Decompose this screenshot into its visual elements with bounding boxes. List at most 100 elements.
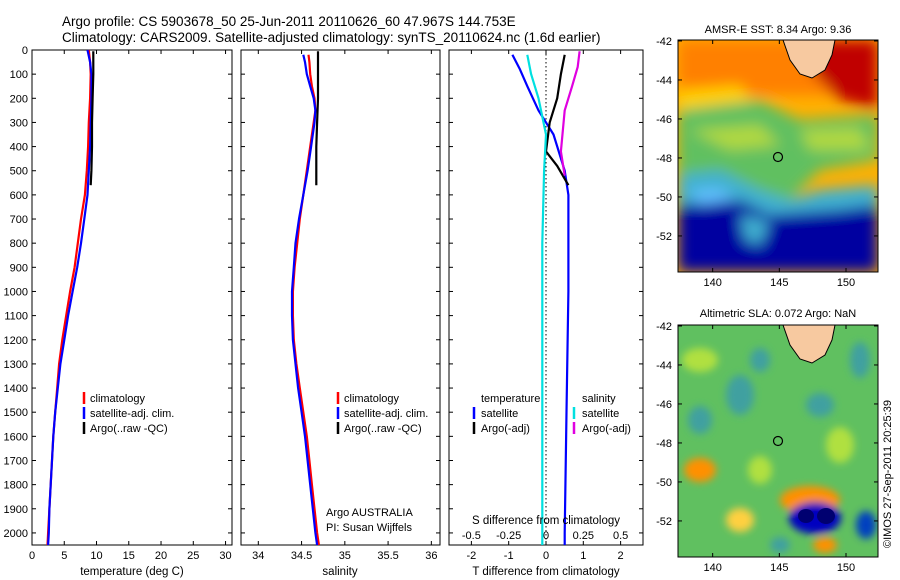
ytick-label: 2000 — [4, 528, 28, 540]
map-xtick-label: 145 — [770, 562, 788, 574]
xtick-label: 5 — [61, 550, 67, 562]
legend-label-s-satellite: satellite — [582, 408, 619, 420]
xtick-label-salinity: -0.5 — [462, 530, 481, 542]
ytick-label: 200 — [10, 93, 28, 105]
map-ytick-label: -48 — [656, 438, 672, 450]
series-line-argo-raw-qc — [315, 51, 320, 186]
map-ytick-label: -52 — [656, 231, 672, 243]
ytick-label: 1700 — [4, 455, 28, 467]
map-ytick-label: -48 — [656, 153, 672, 165]
xtick-label: 1 — [580, 550, 586, 562]
map-xtick-label: 145 — [770, 277, 788, 289]
ytick-label: 1000 — [4, 286, 28, 298]
map-xtick-label: 150 — [837, 562, 855, 574]
map-ytick-label: -46 — [656, 114, 672, 126]
legend-label-argo: Argo(..raw -QC) — [90, 423, 168, 435]
xtick-label: -1 — [504, 550, 514, 562]
xtick-label: 34.5 — [291, 550, 312, 562]
map-ytick-label: -52 — [656, 516, 672, 528]
xtick-label: 10 — [90, 550, 102, 562]
ytick-label: 600 — [10, 190, 28, 202]
legend-label-t-satellite: satellite — [481, 408, 518, 420]
ytick-label: 1300 — [4, 359, 28, 371]
xtick-label: 35 — [339, 550, 351, 562]
xtick-label: 30 — [219, 550, 231, 562]
map-xtick-label: 150 — [837, 277, 855, 289]
argo-location-marker — [772, 151, 784, 163]
ytick-label: 500 — [10, 166, 28, 178]
legend-label-s-argo: Argo(-adj) — [582, 423, 631, 435]
xtick-label: 25 — [187, 550, 199, 562]
series-line-climatology — [291, 54, 320, 546]
salinity-axes — [240, 49, 441, 546]
ytick-label: 300 — [10, 117, 28, 129]
series-line-t-argo-adj — [544, 54, 570, 186]
argo-annotation-line1: Argo AUSTRALIA — [326, 507, 413, 519]
map-ytick-label: -50 — [656, 477, 672, 489]
map-ytick-label: -46 — [656, 399, 672, 411]
sla-map-frame — [677, 324, 879, 558]
timestamp: ©IMOS 27-Sep-2011 20:25:39 — [882, 400, 894, 548]
series-line-satellite-adj-clim — [290, 54, 319, 546]
legend-title-salinity: salinity — [582, 393, 616, 405]
ytick-label: 1400 — [4, 383, 28, 395]
legend-label-t-argo: Argo(-adj) — [481, 423, 530, 435]
sla-map — [678, 325, 878, 557]
series-line-t-satellite — [511, 54, 570, 545]
map-ticks: -42 -44 -46 -48 -50 -52 140 145 150 -42 -44 -46 -48 -… — [656, 36, 878, 574]
temperature-xlabel: temperature (deg C) — [80, 566, 184, 578]
series-line-climatology — [46, 49, 92, 546]
map-ytick-label: -50 — [656, 192, 672, 204]
map-xtick-label: 140 — [703, 277, 721, 289]
legend-label-climatology: climatology — [344, 393, 400, 405]
sla-map-title: Altimetric SLA: 0.072 Argo: NaN — [700, 308, 857, 320]
map-xtick-label: 140 — [703, 562, 721, 574]
legend-label-argo: Argo(..raw -QC) — [344, 423, 422, 435]
ytick-label: 400 — [10, 142, 28, 154]
xtick-label: 0 — [29, 550, 35, 562]
ytick-label: 100 — [10, 69, 28, 81]
ytick-label: 800 — [10, 238, 28, 250]
xtick-label-salinity: 0 — [543, 530, 549, 542]
temperature-plot: 0100200300400500600700800900100011001200… — [4, 45, 232, 562]
sst-map-frame — [677, 39, 879, 273]
difference-xlabel: T difference from climatology — [472, 566, 619, 578]
xtick-label: -2 — [466, 550, 476, 562]
xtick-label: 36 — [425, 550, 437, 562]
difference-plot: -2 -1 0 1 2 -0.5 -0.25 0 0.25 0.5 — [449, 49, 643, 562]
map-ytick-label: -44 — [656, 360, 672, 372]
series-line-argo-raw-qc — [89, 51, 95, 186]
temperature-axes — [31, 49, 233, 546]
legend-label-satellite: satellite-adj. clim. — [344, 408, 428, 420]
salinity-legend: climatology satellite-adj. clim. Argo(..… — [336, 392, 428, 435]
sst-map-title: AMSR-E SST: 8.34 Argo: 9.36 — [705, 24, 852, 36]
ytick-label: 700 — [10, 214, 28, 226]
xtick-label: 20 — [155, 550, 167, 562]
series-line-s-satellite — [526, 54, 548, 545]
argo-annotation-line2: PI: Susan Wijffels — [326, 522, 412, 534]
legend-title-temperature: temperature — [481, 393, 540, 405]
figure-title-line1: Argo profile: CS 5903678_50 25-Jun-2011 … — [62, 14, 516, 29]
ytick-label: 900 — [10, 262, 28, 274]
ytick-label: 1600 — [4, 431, 28, 443]
xtick-label: 0 — [543, 550, 549, 562]
map-ytick-label: -42 — [656, 321, 672, 333]
salinity-plot: 34 34.5 35 35.5 36 — [241, 49, 440, 562]
argo-location-marker — [772, 435, 784, 447]
difference-legend: temperature salinity satellite Argo(-adj… — [472, 393, 631, 435]
map-ytick-label: -42 — [656, 36, 672, 48]
series-line-satellite-adj-clim — [47, 49, 93, 546]
ytick-label: 0 — [22, 45, 28, 57]
salinity-xlabel: salinity — [322, 566, 357, 578]
difference-xlabel-top: S difference from climatology — [472, 515, 620, 527]
xtick-label: 15 — [123, 550, 135, 562]
legend-label-climatology: climatology — [90, 393, 146, 405]
xtick-label-salinity: 0.5 — [613, 530, 628, 542]
ytick-label: 1900 — [4, 504, 28, 516]
ytick-label: 1200 — [4, 335, 28, 347]
xtick-label: 34 — [252, 550, 264, 562]
xtick-label-salinity: -0.25 — [496, 530, 521, 542]
ytick-label: 1100 — [4, 311, 28, 323]
ytick-label: 1500 — [4, 407, 28, 419]
